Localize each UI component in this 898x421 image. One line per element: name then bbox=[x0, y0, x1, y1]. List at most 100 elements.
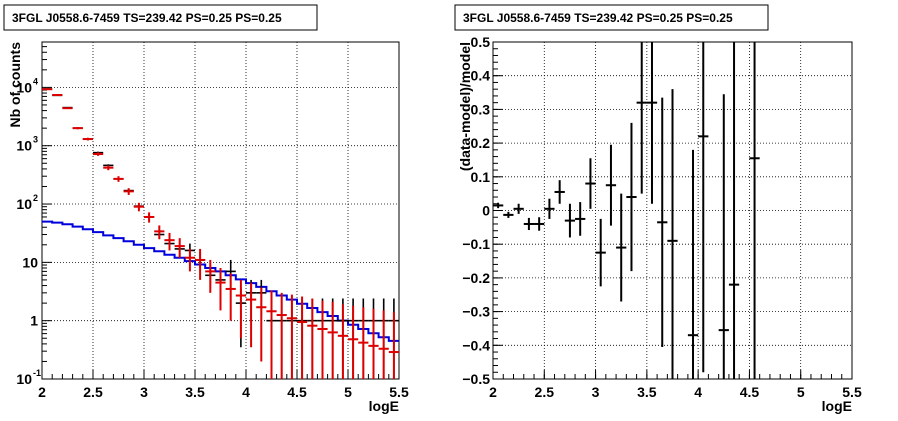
residual-y-tick-label: 0.3 bbox=[471, 101, 491, 117]
model-point bbox=[164, 232, 175, 251]
model-point bbox=[327, 301, 338, 379]
residual-y-tick-label: 0.2 bbox=[471, 135, 491, 151]
residual-x-tick-label: 3.5 bbox=[637, 384, 657, 400]
counts-y-tick-label: 10 bbox=[16, 196, 32, 212]
model-point bbox=[42, 88, 53, 91]
residual-point bbox=[554, 180, 565, 204]
model-point bbox=[144, 212, 155, 223]
counts-title-box: 3FGL J0558.6-7459 TS=239.42 PS=0.25 PS=0… bbox=[3, 4, 318, 31]
counts-x-tick-label: 3 bbox=[140, 384, 148, 400]
counts-y-tick-label: 10 bbox=[16, 138, 32, 154]
residual-point bbox=[687, 149, 699, 379]
residual-point bbox=[667, 89, 678, 379]
counts-y-axis-label: Nb of counts bbox=[7, 42, 23, 128]
residual-series bbox=[493, 42, 760, 379]
residual-x-tick-label: 4 bbox=[694, 384, 702, 400]
residual-point bbox=[575, 202, 586, 236]
model-point bbox=[113, 176, 124, 182]
counts-x-tick-label: 2.5 bbox=[83, 384, 103, 400]
residual-point bbox=[523, 217, 535, 231]
residual-x-tick-label: 3 bbox=[592, 384, 600, 400]
counts-y-tick-exponent: -1 bbox=[33, 368, 41, 378]
counts-gridlines bbox=[42, 42, 399, 379]
model-point bbox=[297, 296, 308, 379]
counts-x-tick-label: 5.5 bbox=[389, 384, 409, 400]
counts-y-tick-label: 1 bbox=[30, 313, 38, 329]
model-point bbox=[184, 248, 195, 272]
counts-x-tick-label: 4.5 bbox=[287, 384, 307, 400]
model-point bbox=[62, 107, 73, 110]
residual-point bbox=[513, 203, 524, 214]
model-point bbox=[174, 238, 185, 258]
residual-point bbox=[503, 211, 514, 218]
residual-point bbox=[616, 193, 627, 302]
counts-y-tick-label: 10 bbox=[16, 79, 32, 95]
residual-point bbox=[728, 42, 740, 379]
model-point bbox=[123, 188, 134, 195]
residual-title: 3FGL J0558.6-7459 TS=239.42 PS=0.25 PS=0… bbox=[463, 11, 733, 25]
residual-y-tick-label: 0 bbox=[482, 203, 490, 219]
counts-plot-frame bbox=[41, 41, 400, 380]
counts-x-axis-label: logE bbox=[369, 398, 399, 414]
residual-point bbox=[718, 94, 729, 379]
counts-series bbox=[42, 88, 399, 379]
model-point bbox=[337, 304, 348, 379]
residual-gridlines bbox=[493, 42, 852, 379]
model-point bbox=[52, 94, 63, 97]
model-point bbox=[388, 312, 399, 379]
counts-y-tick-label: 10 bbox=[16, 371, 32, 387]
model-point bbox=[195, 248, 206, 280]
model-point bbox=[205, 259, 216, 293]
residual-y-tick-label: −0.2 bbox=[462, 270, 490, 286]
counts-y-tick-exponent: 3 bbox=[33, 135, 38, 145]
residual-y-tick-label: −0.4 bbox=[462, 337, 490, 353]
residual-x-tick-label: 2 bbox=[489, 384, 497, 400]
residual-point bbox=[646, 42, 658, 204]
model-point bbox=[133, 202, 144, 212]
counts-y-tick-exponent: 2 bbox=[33, 193, 38, 203]
residual-point bbox=[605, 144, 617, 226]
model-point bbox=[368, 308, 379, 379]
residual-point bbox=[657, 97, 668, 347]
residual-y-axis-label: (data-model)/model bbox=[457, 42, 473, 171]
model-point bbox=[286, 294, 297, 379]
model-point bbox=[276, 292, 287, 379]
residual-point bbox=[749, 42, 760, 379]
model-point bbox=[225, 273, 236, 321]
model-point bbox=[154, 225, 165, 240]
model-point bbox=[82, 137, 93, 141]
residual-x-tick-label: 4.5 bbox=[740, 384, 760, 400]
model-point bbox=[358, 307, 369, 379]
residual-point bbox=[626, 122, 637, 272]
residual-point bbox=[564, 203, 576, 238]
residual-x-tick-label: 5.5 bbox=[842, 384, 862, 400]
counts-x-tick-label: 3.5 bbox=[185, 384, 205, 400]
model-point bbox=[215, 268, 226, 311]
counts-title: 3FGL J0558.6-7459 TS=239.42 PS=0.25 PS=0… bbox=[12, 11, 282, 25]
residual-panel: 2 2.5 3 3.5 4 4.5 5 5.5 −0.5 −0.4 −0.3 −0.2 −0.1 0 0.1… bbox=[454, 4, 862, 414]
model-point bbox=[348, 305, 359, 379]
model-point bbox=[93, 152, 104, 156]
model-point bbox=[266, 290, 277, 379]
residual-y-tick-label: 0.5 bbox=[471, 34, 491, 50]
model-point bbox=[246, 282, 257, 348]
counts-x-tick-label: 2 bbox=[38, 384, 46, 400]
model-point bbox=[103, 165, 114, 171]
residual-point bbox=[534, 217, 545, 231]
counts-y-tick-label: 10 bbox=[22, 254, 38, 270]
residual-x-tick-label: 2.5 bbox=[535, 384, 555, 400]
residual-y-tick-label: 0.4 bbox=[471, 68, 491, 84]
residual-axis-ticks: 2 2.5 3 3.5 4 4.5 5 5.5 −0.5 −0.4 −0.3 −0.2 −0.1 0 0.1… bbox=[462, 34, 862, 400]
residual-x-tick-label: 5 bbox=[797, 384, 805, 400]
counts-x-tick-label: 5 bbox=[344, 384, 352, 400]
residual-point bbox=[493, 202, 504, 209]
residual-point bbox=[636, 42, 647, 194]
residual-y-tick-label: 0.1 bbox=[471, 169, 491, 185]
residual-x-axis-label: logE bbox=[822, 398, 852, 414]
residual-point bbox=[698, 42, 709, 373]
counts-y-tick-exponent: 4 bbox=[33, 76, 38, 86]
residual-point bbox=[544, 198, 555, 219]
residual-y-tick-label: −0.3 bbox=[462, 304, 490, 320]
